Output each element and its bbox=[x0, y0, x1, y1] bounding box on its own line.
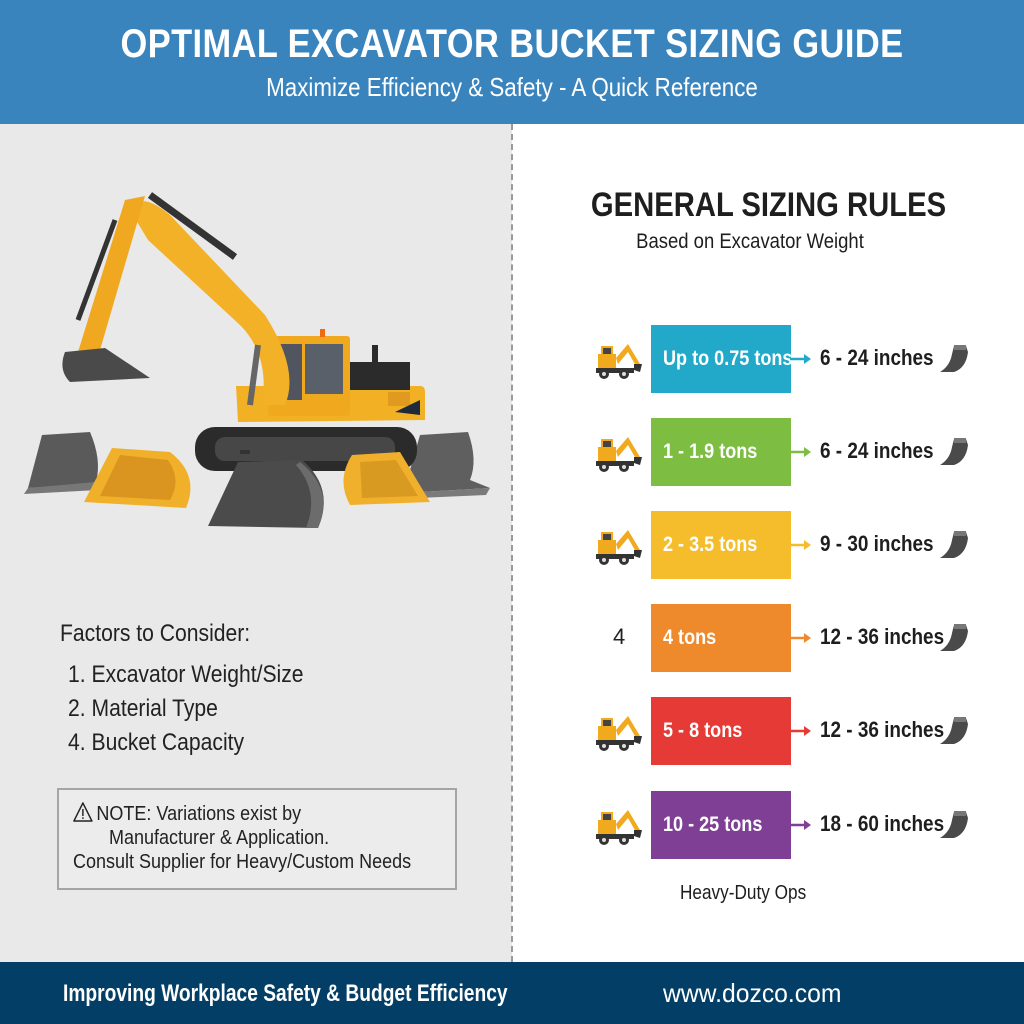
bucket-gray-left-icon bbox=[24, 432, 98, 494]
tons-box: 10 - 25 tons bbox=[651, 791, 791, 859]
footer-tagline: Improving Workplace Safety & Budget Effi… bbox=[63, 980, 508, 1007]
bucket-icon bbox=[940, 624, 968, 651]
tons-box: 2 - 3.5 tons bbox=[651, 511, 791, 579]
rules-subtitle: Based on Excavator Weight bbox=[636, 230, 864, 253]
bucket-yellow-right-icon bbox=[343, 452, 430, 505]
bucket-size-range: 6 - 24 inches bbox=[820, 438, 934, 463]
bucket-icon bbox=[940, 438, 968, 465]
bucket-gray-center-icon bbox=[208, 460, 324, 528]
mini-excavator-icon bbox=[596, 530, 642, 565]
arrow-right-icon bbox=[790, 633, 811, 643]
note-line-3: Consult Supplier for Heavy/Custom Needs bbox=[73, 851, 412, 873]
bucket-icon bbox=[940, 345, 968, 372]
bucket-icon bbox=[940, 531, 968, 558]
bucket-gray-right-icon bbox=[410, 432, 490, 498]
bucket-size-range: 6 - 24 inches bbox=[820, 345, 934, 370]
rule-row: 1 - 1.9 tons 6 - 24 inches bbox=[580, 418, 1000, 486]
tons-box: 5 - 8 tons bbox=[651, 697, 791, 765]
note-box: NOTE: Variations exist by Manufacturer &… bbox=[57, 788, 457, 890]
mini-excavator-icon bbox=[596, 716, 642, 751]
header-banner: OPTIMAL EXCAVATOR BUCKET SIZING GUIDE Ma… bbox=[0, 0, 1024, 124]
mini-excavator-icon bbox=[596, 344, 642, 379]
rule-row: 2 - 3.5 tons 9 - 30 inches bbox=[580, 511, 1000, 579]
website-link[interactable]: www.dozco.com bbox=[663, 978, 842, 1008]
note-line-1: NOTE: Variations exist by bbox=[96, 803, 302, 825]
bucket-icon bbox=[940, 717, 968, 744]
rule-row: Up to 0.75 tons 6 - 24 inches bbox=[580, 325, 1000, 393]
tons-box: Up to 0.75 tons bbox=[651, 325, 792, 393]
bucket-size-range: 12 - 36 inches bbox=[820, 717, 945, 742]
bucket-size-range: 9 - 30 inches bbox=[820, 531, 934, 556]
row-label: 4 bbox=[613, 624, 626, 649]
factor-item: 4. Bucket Capacity bbox=[68, 729, 245, 756]
tons-box: 1 - 1.9 tons bbox=[651, 418, 791, 486]
mini-excavator-icon bbox=[596, 437, 642, 472]
factors-section: Factors to Consider: 1. Excavator Weight… bbox=[60, 620, 336, 760]
rule-row: 10 - 25 tons 18 - 60 inches bbox=[580, 791, 1000, 859]
tons-box: 4 tons bbox=[651, 604, 791, 672]
arrow-right-icon bbox=[790, 726, 811, 736]
factors-title: Factors to Consider: bbox=[60, 620, 251, 647]
factor-item: 1. Excavator Weight/Size bbox=[68, 661, 304, 688]
rules-title: GENERAL SIZING RULES bbox=[590, 186, 947, 224]
bucket-yellow-left-icon bbox=[84, 448, 191, 508]
bucket-size-range: 18 - 60 inches bbox=[820, 811, 945, 836]
excavator-illustration bbox=[24, 192, 490, 528]
bucket-size-range: 12 - 36 inches bbox=[820, 624, 945, 649]
page-title: OPTIMAL EXCAVATOR BUCKET SIZING GUIDE bbox=[120, 22, 904, 66]
arrow-right-icon bbox=[790, 540, 811, 550]
factor-item: 2. Material Type bbox=[68, 695, 218, 722]
bucket-icon bbox=[940, 811, 968, 838]
page-subtitle: Maximize Efficiency & Safety - A Quick R… bbox=[266, 72, 758, 102]
warning-icon bbox=[73, 802, 93, 822]
dashed-divider bbox=[511, 124, 513, 962]
arrow-right-icon bbox=[790, 354, 811, 364]
arrow-right-icon bbox=[790, 447, 811, 457]
rule-row: 4 4 tons 12 - 36 inches bbox=[580, 604, 1000, 672]
note-line-2: Manufacturer & Application. bbox=[109, 827, 330, 849]
arrow-right-icon bbox=[790, 820, 811, 830]
heavy-duty-label: Heavy-Duty Ops bbox=[680, 882, 807, 904]
rule-row: 5 - 8 tons 12 - 36 inches bbox=[580, 697, 1000, 765]
footer-banner: Improving Workplace Safety & Budget Effi… bbox=[0, 962, 1024, 1024]
mini-excavator-icon bbox=[596, 810, 642, 845]
